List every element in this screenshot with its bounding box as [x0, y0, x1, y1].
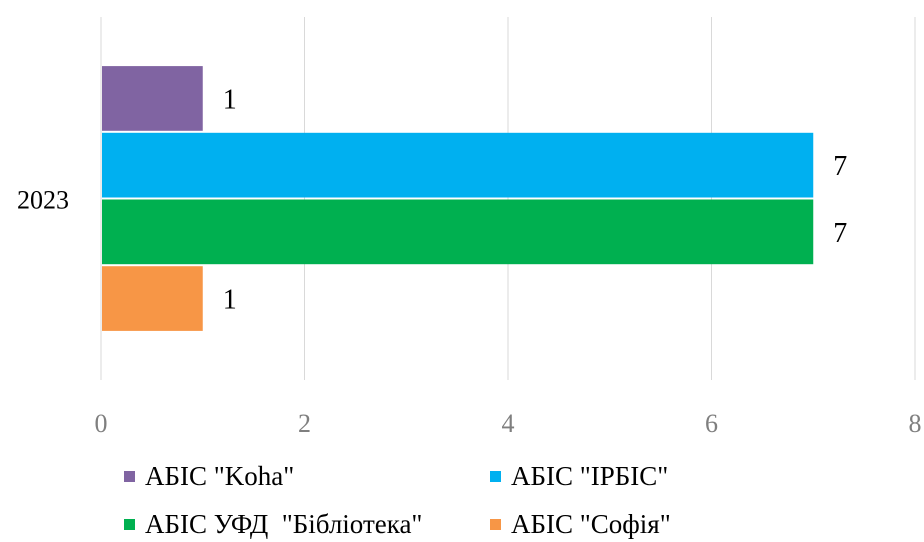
bar — [102, 66, 203, 131]
category-label: 2023 — [17, 186, 69, 215]
bar — [102, 199, 814, 265]
bars — [102, 66, 814, 331]
bar — [102, 132, 814, 198]
x-tick-label: 6 — [705, 409, 718, 438]
data-label: 7 — [833, 151, 847, 182]
legend-item-koha: АБІС "Koha" — [124, 461, 294, 492]
gridlines — [304, 17, 916, 380]
legend-label-koha: АБІС "Koha" — [145, 461, 295, 491]
legend-item-irbis: АБІС "ІРБІС" — [490, 461, 668, 492]
legend-item-biblioteka: АБІС УФД "Бібліотека" — [124, 509, 422, 540]
legend-label-sofia: АБІС "Софія" — [511, 509, 671, 539]
bar — [102, 266, 203, 331]
legend-label-biblioteka: АБІС УФД "Бібліотека" — [145, 509, 423, 539]
legend-label-irbis: АБІС "ІРБІС" — [511, 461, 669, 491]
legend-swatch-irbis — [490, 471, 501, 482]
data-label: 1 — [223, 285, 237, 316]
x-tick-labels: 0 2 4 6 8 — [95, 409, 922, 438]
legend-swatch-sofia — [490, 519, 501, 530]
x-tick-label: 2 — [298, 409, 311, 438]
legend: АБІС "Koha" АБІС "ІРБІС" АБІС УФД "Біблі… — [0, 452, 924, 542]
legend-swatch-koha — [124, 471, 135, 482]
x-tick-label: 4 — [502, 409, 515, 438]
data-label: 1 — [223, 84, 237, 115]
x-tick-label: 0 — [95, 409, 108, 438]
legend-item-sofia: АБІС "Софія" — [490, 509, 671, 540]
category-labels: 2023 — [17, 186, 69, 215]
data-label: 7 — [833, 218, 847, 249]
legend-swatch-biblioteka — [124, 519, 135, 530]
x-tick-label: 8 — [909, 409, 922, 438]
